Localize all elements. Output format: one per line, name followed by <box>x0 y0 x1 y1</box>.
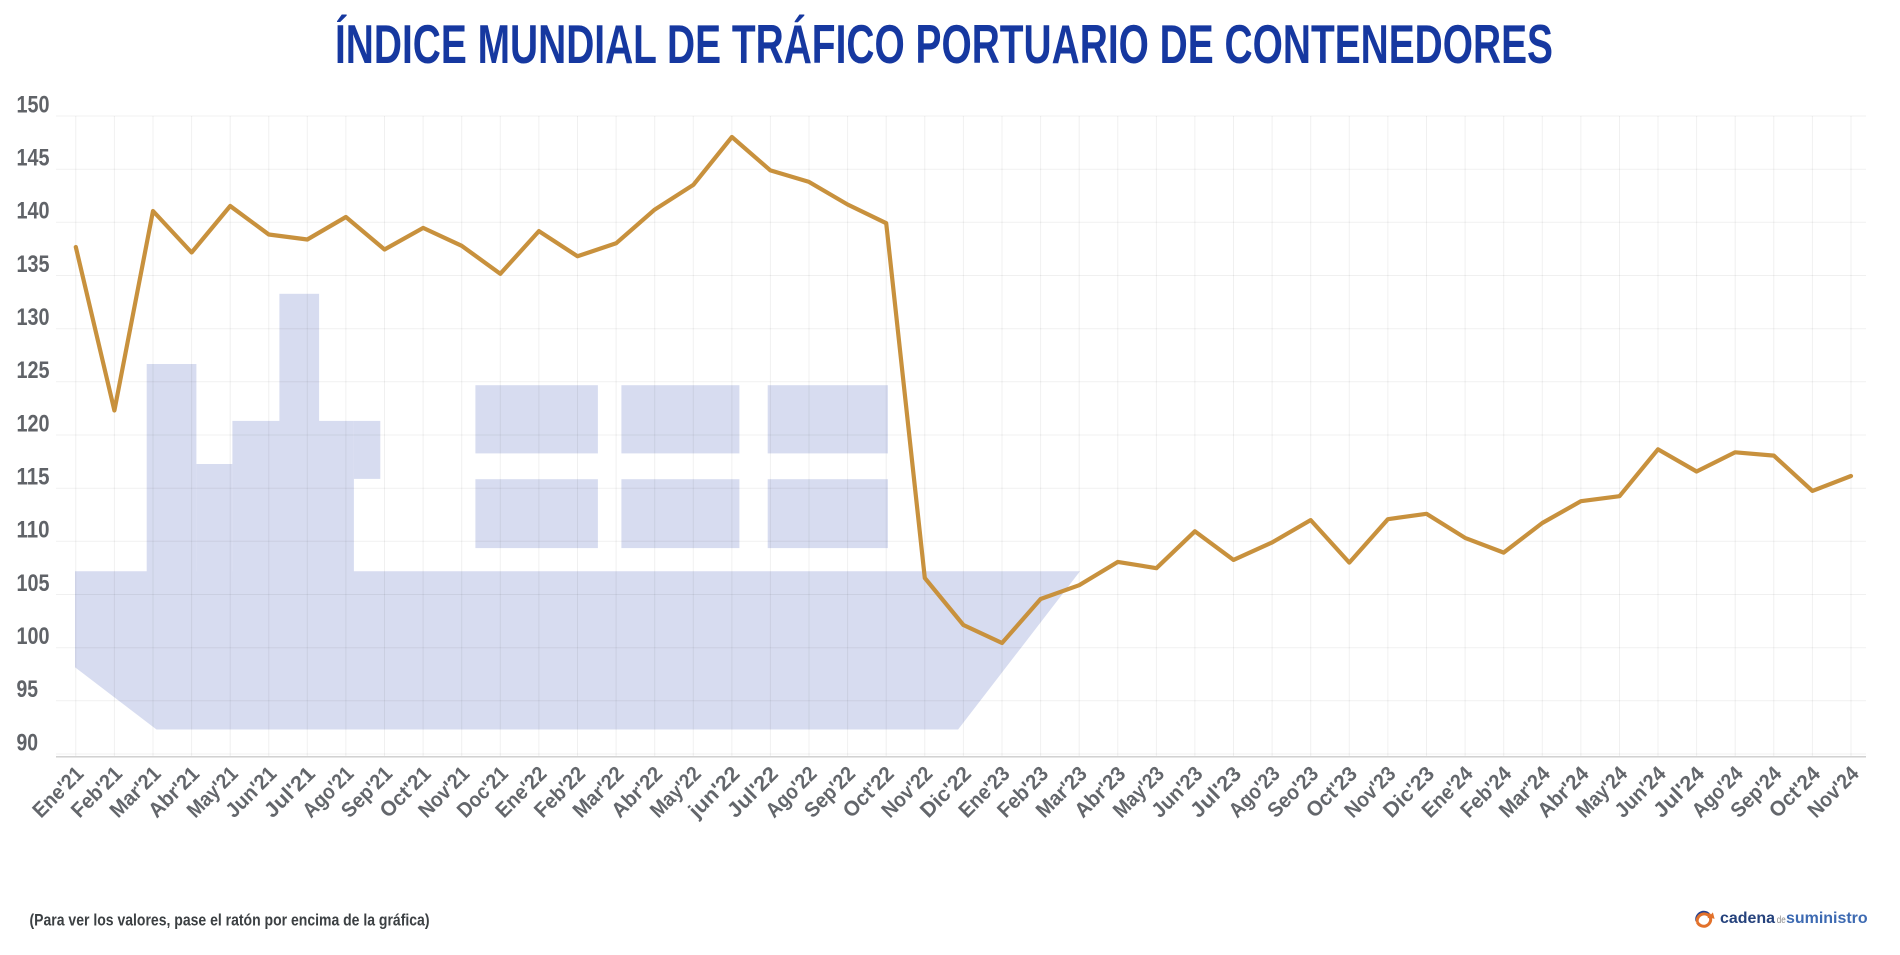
svg-text:ÍNDICE MUNDIAL DE TRÁFICO PORT: ÍNDICE MUNDIAL DE TRÁFICO PORTUARIO DE C… <box>335 13 1553 75</box>
svg-text:suministro: suministro <box>1786 910 1868 927</box>
svg-text:de: de <box>1777 914 1786 926</box>
svg-text:150: 150 <box>17 91 50 118</box>
svg-text:100: 100 <box>17 623 50 650</box>
svg-text:145: 145 <box>17 145 50 172</box>
svg-text:140: 140 <box>17 198 50 225</box>
svg-text:95: 95 <box>17 676 39 703</box>
svg-text:120: 120 <box>17 410 50 437</box>
svg-text:110: 110 <box>17 517 50 544</box>
svg-text:90: 90 <box>17 729 39 756</box>
svg-text:(Para ver los valores, pase el: (Para ver los valores, pase el ratón por… <box>30 911 430 930</box>
svg-text:105: 105 <box>17 570 50 597</box>
svg-text:130: 130 <box>17 304 50 331</box>
svg-text:135: 135 <box>17 251 50 278</box>
svg-text:cadena: cadena <box>1720 910 1775 927</box>
svg-text:125: 125 <box>17 357 50 384</box>
svg-text:115: 115 <box>17 464 50 491</box>
